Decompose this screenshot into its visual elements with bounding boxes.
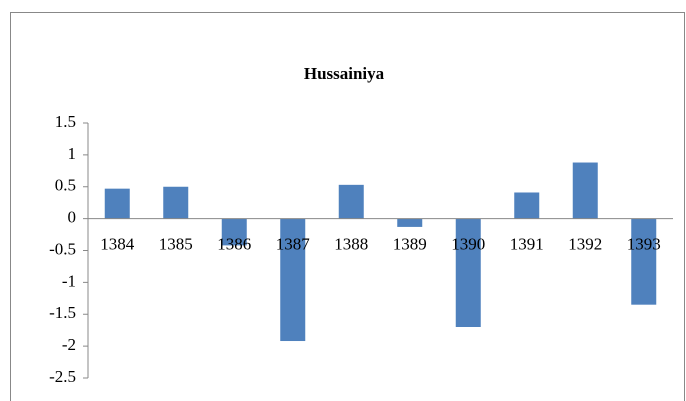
bar: [455, 218, 481, 327]
x-tick-label: 1385: [159, 235, 193, 254]
x-tick-label: 1390: [451, 235, 485, 254]
x-tick-label: 1384: [100, 235, 135, 254]
bar: [514, 192, 540, 219]
bar: [338, 184, 364, 219]
y-tick-label: 0.5: [55, 176, 76, 195]
y-tick-label: -1.5: [49, 303, 76, 322]
bar: [163, 186, 189, 219]
y-tick-label: -0.5: [49, 239, 76, 258]
x-tick-label: 1386: [217, 235, 251, 254]
y-tick-label: -1: [62, 271, 76, 290]
x-tick-label: 1388: [334, 235, 368, 254]
chart-title: Hussainiya: [304, 64, 385, 83]
x-tick-label: 1392: [568, 235, 602, 254]
y-tick-label: 0: [68, 208, 77, 227]
x-tick-label: 1391: [510, 235, 544, 254]
y-tick-label: -2.5: [49, 367, 76, 386]
y-tick-label: -2: [62, 335, 76, 354]
bar: [397, 218, 423, 227]
bar: [572, 162, 598, 219]
x-tick-label: 1393: [627, 235, 661, 254]
chart-border: [10, 12, 685, 401]
bar: [280, 218, 306, 342]
bar: [221, 218, 247, 246]
y-tick-label: 1.5: [55, 112, 76, 131]
x-tick-label: 1389: [393, 235, 427, 254]
y-tick-label: 1: [68, 144, 77, 163]
bar: [631, 218, 657, 305]
x-tick-label: 1387: [276, 235, 311, 254]
bar: [104, 188, 130, 219]
